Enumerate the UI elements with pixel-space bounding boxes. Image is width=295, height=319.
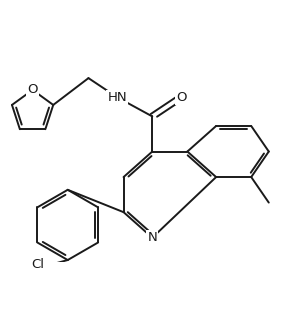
Text: O: O (176, 91, 186, 104)
Text: Cl: Cl (31, 258, 45, 271)
Text: HN: HN (107, 91, 127, 104)
Text: N: N (148, 231, 157, 244)
Text: O: O (27, 84, 38, 96)
